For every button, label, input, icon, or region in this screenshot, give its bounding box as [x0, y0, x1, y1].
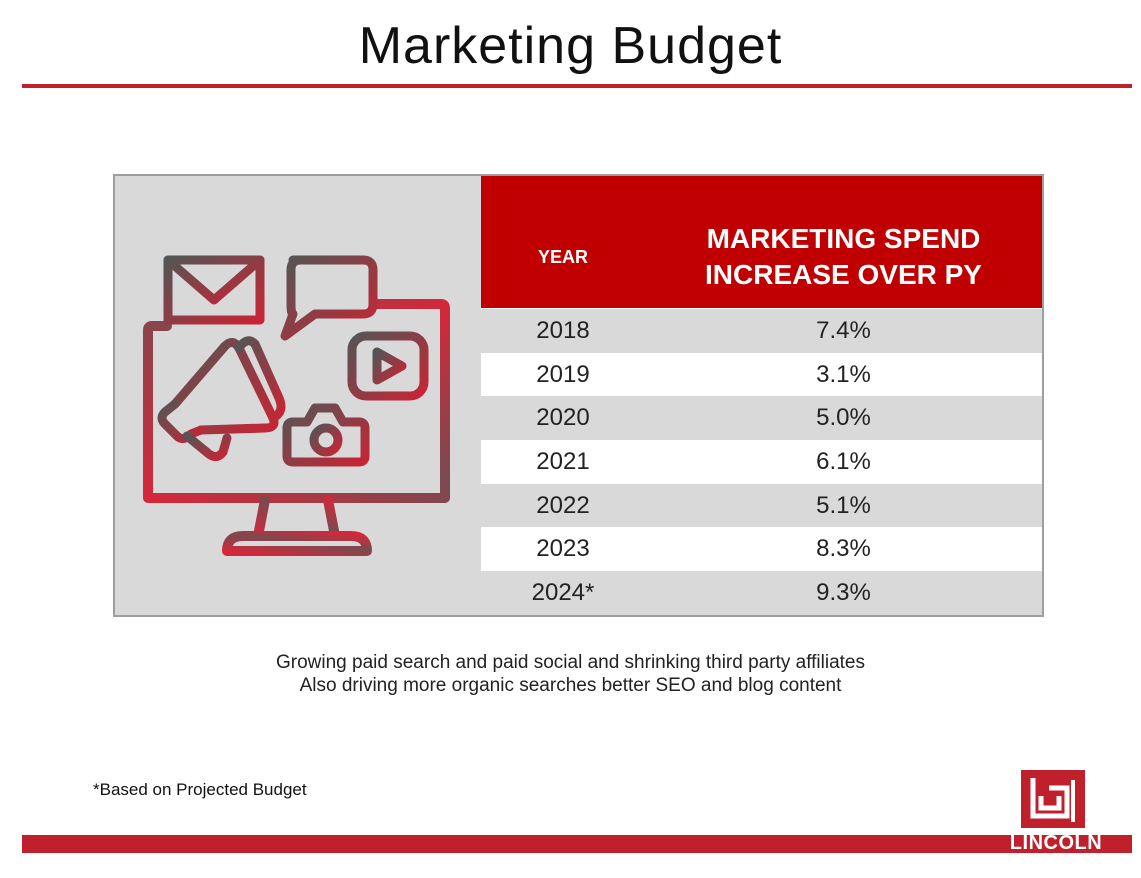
header-spend-line1: MARKETING SPEND — [706, 223, 981, 254]
table-row: 2020 5.0% — [481, 396, 1042, 441]
footnote: *Based on Projected Budget — [93, 780, 307, 799]
row-value: 3.1% — [816, 360, 871, 388]
footer-bar — [22, 835, 1132, 853]
title-divider — [22, 84, 1132, 88]
lincoln-tech-logo: LINCOLN TECH — [981, 770, 1131, 877]
row-year: 2018 — [536, 316, 590, 344]
slide-title: Marketing Budget — [358, 17, 783, 75]
table-row: 2018 7.4% — [481, 309, 1042, 353]
slide-notes: Growing paid search and paid social and … — [0, 651, 1141, 697]
row-value: 8.3% — [816, 535, 871, 563]
digital-marketing-icon — [143, 255, 450, 556]
row-year: 2019 — [536, 360, 590, 388]
row-year: 2021 — [536, 447, 590, 475]
row-value: 5.1% — [816, 491, 871, 519]
table-row: 2021 6.1% — [481, 440, 1042, 484]
budget-panel: YEAR MARKETING SPEND INCREASE OVER PY 20… — [113, 174, 1044, 617]
table-row: 2022 5.1% — [481, 483, 1042, 528]
header-spend-line2: INCREASE OVER PY — [705, 259, 982, 290]
note-line: Growing paid search and paid social and … — [276, 652, 865, 673]
lincoln-tech-logo-mark-icon — [1021, 770, 1085, 828]
row-value: 5.0% — [816, 404, 871, 432]
table-body: 2018 7.4% 2019 3.1% 2020 5.0% 2021 6.1% … — [481, 309, 1042, 615]
table-header: YEAR MARKETING SPEND INCREASE OVER PY — [481, 176, 1042, 309]
row-year: 2020 — [536, 404, 590, 432]
row-year: 2022 — [536, 491, 590, 519]
row-year: 2023 — [536, 535, 590, 563]
table-row: 2023 8.3% — [481, 527, 1042, 572]
digital-marketing-illustration — [115, 176, 481, 615]
row-value: 7.4% — [816, 316, 871, 344]
header-year: YEAR — [537, 246, 588, 267]
marketing-spend-table: YEAR MARKETING SPEND INCREASE OVER PY 20… — [481, 176, 1042, 615]
row-value: 9.3% — [816, 578, 871, 606]
note-line: Also driving more organic searches bette… — [299, 675, 842, 696]
header-spend: MARKETING SPEND INCREASE OVER PY — [645, 191, 1042, 293]
logo-text: LINCOLN TECH — [1009, 832, 1103, 877]
table-row: 2019 3.1% — [481, 352, 1042, 397]
row-value: 6.1% — [816, 447, 871, 475]
table-row: 2024* 9.3% — [481, 571, 1042, 615]
row-year: 2024* — [531, 578, 595, 606]
